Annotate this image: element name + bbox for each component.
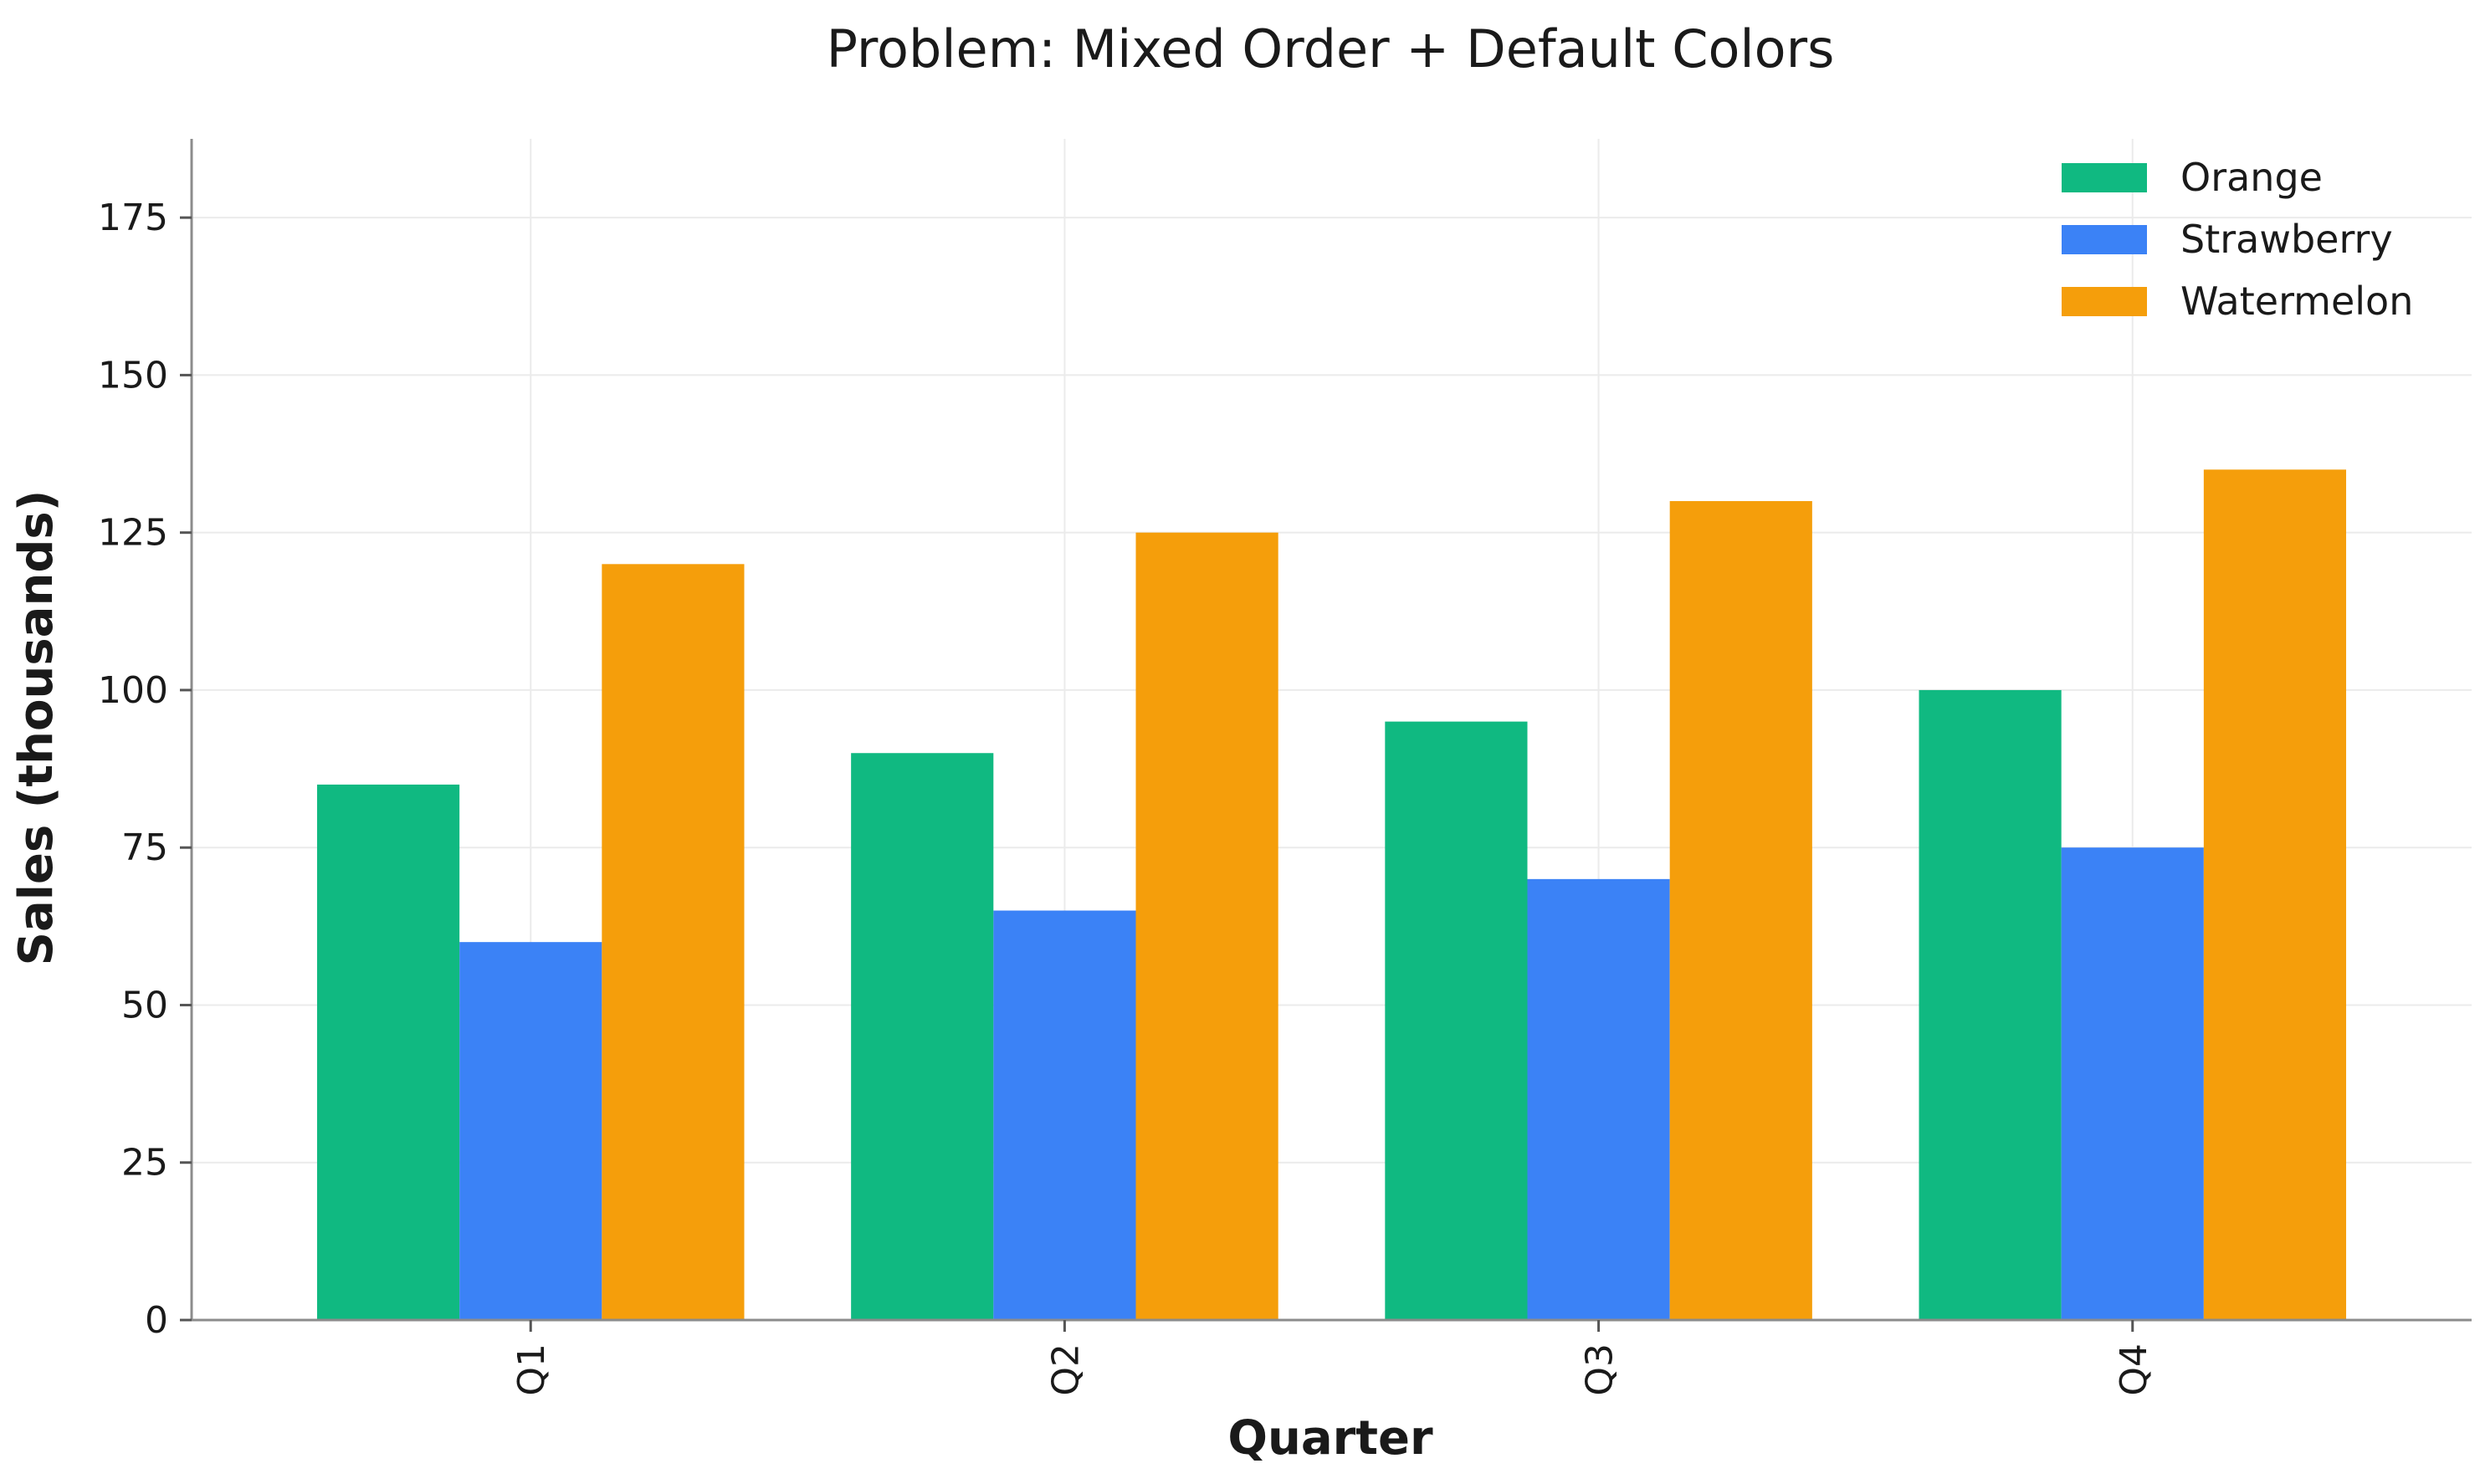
legend-label-watermelon: Watermelon	[2180, 279, 2413, 324]
bars	[316, 469, 2347, 1320]
legend-label-orange: Orange	[2180, 155, 2323, 200]
legend: Orange Strawberry Watermelon	[2062, 155, 2413, 324]
x-tick-label: Q1	[510, 1343, 553, 1396]
bar-orange-q1	[316, 784, 460, 1320]
bar-watermelon-q1	[602, 564, 745, 1320]
legend-swatch-strawberry	[2062, 225, 2147, 254]
axes	[180, 139, 2472, 1332]
bar-watermelon-q4	[2203, 469, 2347, 1320]
y-tick-label: 175	[98, 197, 168, 239]
chart-title: Problem: Mixed Order + Default Colors	[827, 18, 1835, 79]
y-tick-label: 125	[98, 512, 168, 555]
bar-strawberry-q3	[1527, 878, 1670, 1320]
x-tick-label: Q2	[1044, 1343, 1087, 1396]
y-tick-label: 25	[121, 1142, 168, 1185]
bar-watermelon-q2	[1135, 532, 1278, 1320]
tick-labels: 0 25 50 75 100 125 150 175 Q1 Q2 Q3 Q4	[98, 197, 2155, 1396]
bar-orange-q3	[1385, 721, 1528, 1320]
bar-orange-q2	[851, 753, 994, 1320]
y-axis-label: Sales (thousands)	[9, 490, 64, 966]
bar-strawberry-q1	[459, 942, 602, 1320]
legend-swatch-orange	[2062, 163, 2147, 192]
y-tick-label: 150	[98, 354, 168, 397]
legend-label-strawberry: Strawberry	[2180, 217, 2393, 262]
bar-watermelon-q3	[1669, 501, 1812, 1320]
y-tick-label: 100	[98, 669, 168, 712]
x-axis-label: Quarter	[1227, 1411, 1433, 1466]
y-tick-label: 75	[121, 826, 168, 869]
bar-strawberry-q2	[993, 910, 1136, 1320]
x-tick-label: Q4	[2113, 1343, 2155, 1396]
y-tick-label: 50	[121, 984, 168, 1026]
y-tick-label: 0	[145, 1299, 168, 1342]
x-tick-label: Q3	[1579, 1343, 1622, 1396]
bar-orange-q4	[1919, 689, 2062, 1320]
bar-strawberry-q4	[2061, 847, 2204, 1320]
legend-swatch-watermelon	[2062, 287, 2147, 316]
